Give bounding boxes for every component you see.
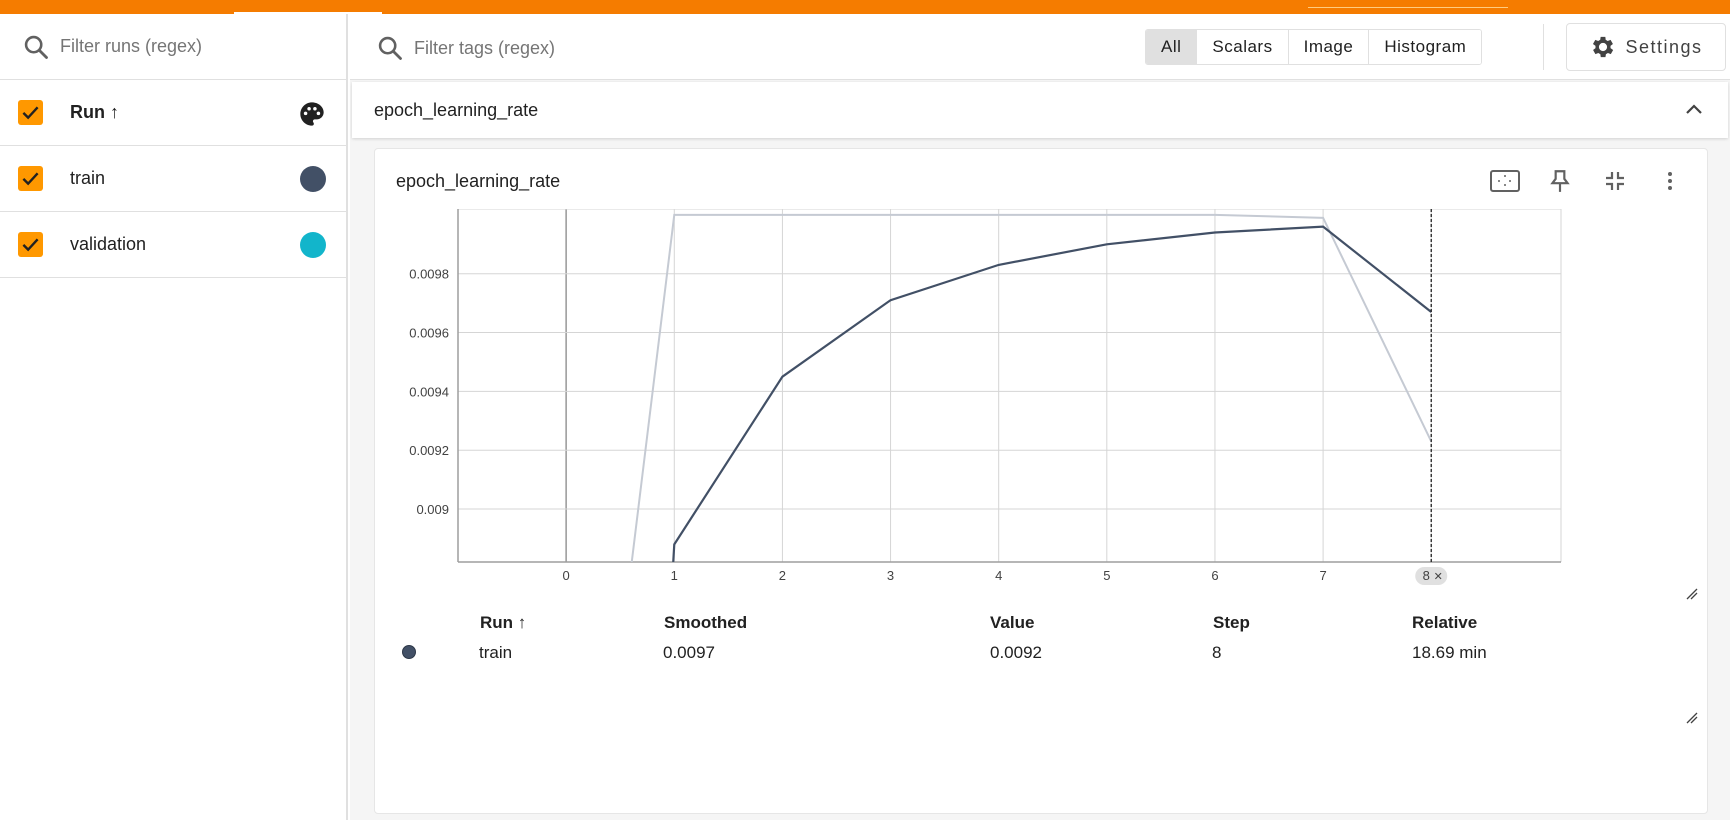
x-tick-label: 3 <box>887 568 894 583</box>
scalar-card: epoch_learning_rate 0 1 2 3 4 5 6 7 8 ✕ 0.009 0.009… <box>374 148 1708 814</box>
runs-sidebar: Filter runs (regex) Run ↑ train validati… <box>0 14 348 820</box>
table-header-step[interactable]: Step <box>1213 613 1250 632</box>
step-cursor-badge <box>1415 567 1448 585</box>
pin-icon <box>1549 170 1570 192</box>
x-tick-label: 4 <box>995 568 1002 583</box>
more-vert-icon <box>1667 172 1672 190</box>
run-label-validation: validation <box>70 234 147 254</box>
runs-header-row: Run ↑ <box>0 80 346 146</box>
palette-icon[interactable] <box>298 100 326 128</box>
run-color-swatch-train[interactable] <box>300 165 326 192</box>
top-app-bar <box>0 0 1730 14</box>
run-label-train: train <box>70 168 106 188</box>
run-checkbox-validation[interactable] <box>18 232 43 257</box>
smoothed-series-line-train <box>672 225 1432 562</box>
plugin-type-selector: All Scalars Image Histogram <box>1145 29 1483 65</box>
filter-toolbar: Filter tags (regex) All Scalars Image Hi… <box>350 14 1730 80</box>
run-row-train[interactable]: train <box>0 146 346 212</box>
tag-filter[interactable]: Filter tags (regex) <box>376 34 555 62</box>
table-header-relative[interactable]: Relative <box>1412 613 1478 632</box>
line-chart[interactable]: 0 1 2 3 4 5 6 7 8 ✕ 0.009 0.0092 0.0094 0.0096 0.0098 <box>375 209 1709 609</box>
tag-group-title: epoch_learning_rate <box>374 99 539 120</box>
y-tick-label: 0.0094 <box>409 384 449 399</box>
settings-label: Settings <box>1625 36 1703 57</box>
x-tick-label: 2 <box>779 568 786 583</box>
active-tab-indicator <box>234 12 382 14</box>
x-tick-label: 6 <box>1211 568 1218 583</box>
x-tick-label: 7 <box>1319 568 1326 583</box>
tag-filter-input[interactable]: Filter tags (regex) <box>414 37 556 58</box>
search-icon <box>24 35 48 59</box>
check-icon <box>22 106 39 120</box>
check-icon <box>22 172 39 186</box>
more-options-button[interactable] <box>1642 163 1697 199</box>
tag-group-header[interactable]: epoch_learning_rate <box>352 82 1728 138</box>
table-header-value[interactable]: Value <box>990 613 1035 632</box>
table-cell-run: train <box>479 643 513 662</box>
run-filter-input[interactable]: Filter runs (regex) <box>60 36 203 56</box>
search-icon <box>378 36 402 60</box>
table-row-color-dot <box>402 645 416 659</box>
run-sort-header[interactable]: Run ↑ <box>70 102 120 122</box>
collapse-card-button[interactable] <box>1587 163 1642 199</box>
table-cell-step: 8 <box>1212 643 1222 662</box>
type-button-histogram[interactable]: Histogram <box>1369 30 1482 64</box>
arrow-up-icon: ↑ <box>517 613 527 632</box>
settings-button[interactable]: Settings <box>1566 23 1726 71</box>
check-icon <box>22 238 39 252</box>
fit-to-data-icon <box>1489 170 1520 192</box>
fit-domain-button[interactable] <box>1477 163 1532 199</box>
x-tick-label: 5 <box>1103 568 1110 583</box>
pin-button[interactable] <box>1532 163 1587 199</box>
chevron-up-icon[interactable] <box>1682 98 1706 122</box>
resize-handle-icon[interactable] <box>1685 587 1699 601</box>
run-row-validation[interactable]: validation <box>0 212 346 278</box>
type-button-scalars[interactable]: Scalars <box>1197 30 1289 64</box>
y-tick-label: 0.0096 <box>409 326 449 341</box>
main-panel: Filter tags (regex) All Scalars Image Hi… <box>350 14 1730 820</box>
y-tick-label: 0.009 <box>416 502 449 517</box>
gear-icon <box>1593 36 1614 58</box>
y-tick-label: 0.0098 <box>409 267 449 282</box>
arrow-up-icon: ↑ <box>110 102 120 122</box>
x-tick-label: 8 <box>1423 568 1430 583</box>
x-tick-label: 1 <box>671 568 678 583</box>
card-title: epoch_learning_rate <box>396 171 561 191</box>
secondary-tab-indicator <box>1308 7 1508 8</box>
type-button-image[interactable]: Image <box>1288 30 1370 64</box>
table-header-run[interactable]: Run ↑ <box>480 613 527 632</box>
raw-series-line-train <box>630 213 1433 562</box>
y-tick-label: 0.0092 <box>409 443 449 458</box>
table-cell-value: 0.0092 <box>990 643 1042 662</box>
table-header-smoothed[interactable]: Smoothed <box>664 613 748 632</box>
table-cell-smoothed: 0.0097 <box>663 643 715 662</box>
resize-handle-icon[interactable] <box>1685 711 1699 725</box>
run-filter[interactable]: Filter runs (regex) <box>0 14 346 80</box>
type-button-all[interactable]: All <box>1146 30 1198 64</box>
close-icon[interactable]: ✕ <box>1434 570 1443 583</box>
toolbar-divider <box>1543 24 1544 70</box>
x-tick-label: 0 <box>563 568 570 583</box>
collapse-icon <box>1605 172 1624 190</box>
card-toolbar <box>1477 163 1697 199</box>
table-cell-relative: 18.69 min <box>1412 643 1487 662</box>
run-color-swatch-validation[interactable] <box>300 231 326 258</box>
select-all-checkbox[interactable] <box>18 100 43 125</box>
run-checkbox-train[interactable] <box>18 166 43 191</box>
